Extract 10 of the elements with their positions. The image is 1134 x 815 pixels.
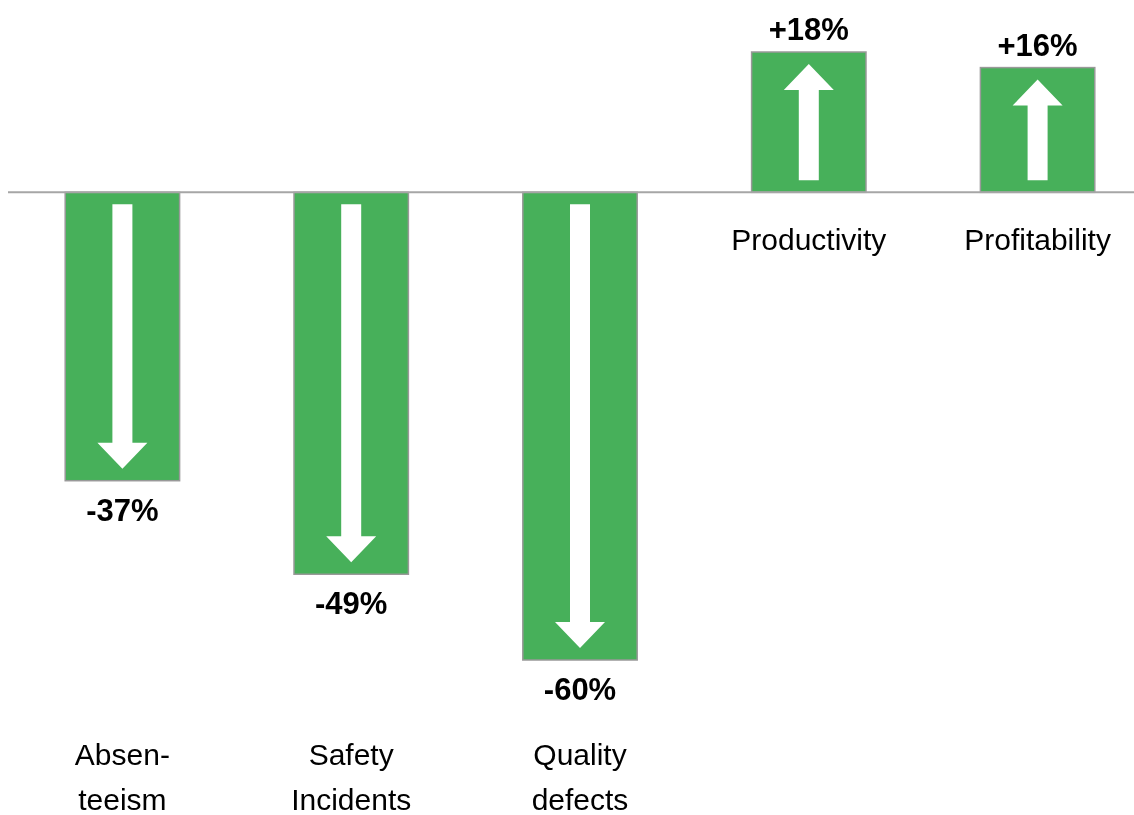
x-tick-label: Productivity	[731, 223, 887, 256]
data-label: +16%	[997, 27, 1078, 63]
data-label: -37%	[86, 492, 159, 528]
data-label: -49%	[315, 586, 388, 622]
x-tick-label: Quality defects	[531, 738, 629, 815]
x-tick-label: Safety Incidents	[291, 738, 412, 815]
data-label: -60%	[543, 672, 617, 707]
x-tick-label: Profitability	[964, 223, 1111, 256]
data-label: +18%	[768, 12, 849, 47]
x-tick-label: Absen- teeism	[74, 738, 170, 815]
